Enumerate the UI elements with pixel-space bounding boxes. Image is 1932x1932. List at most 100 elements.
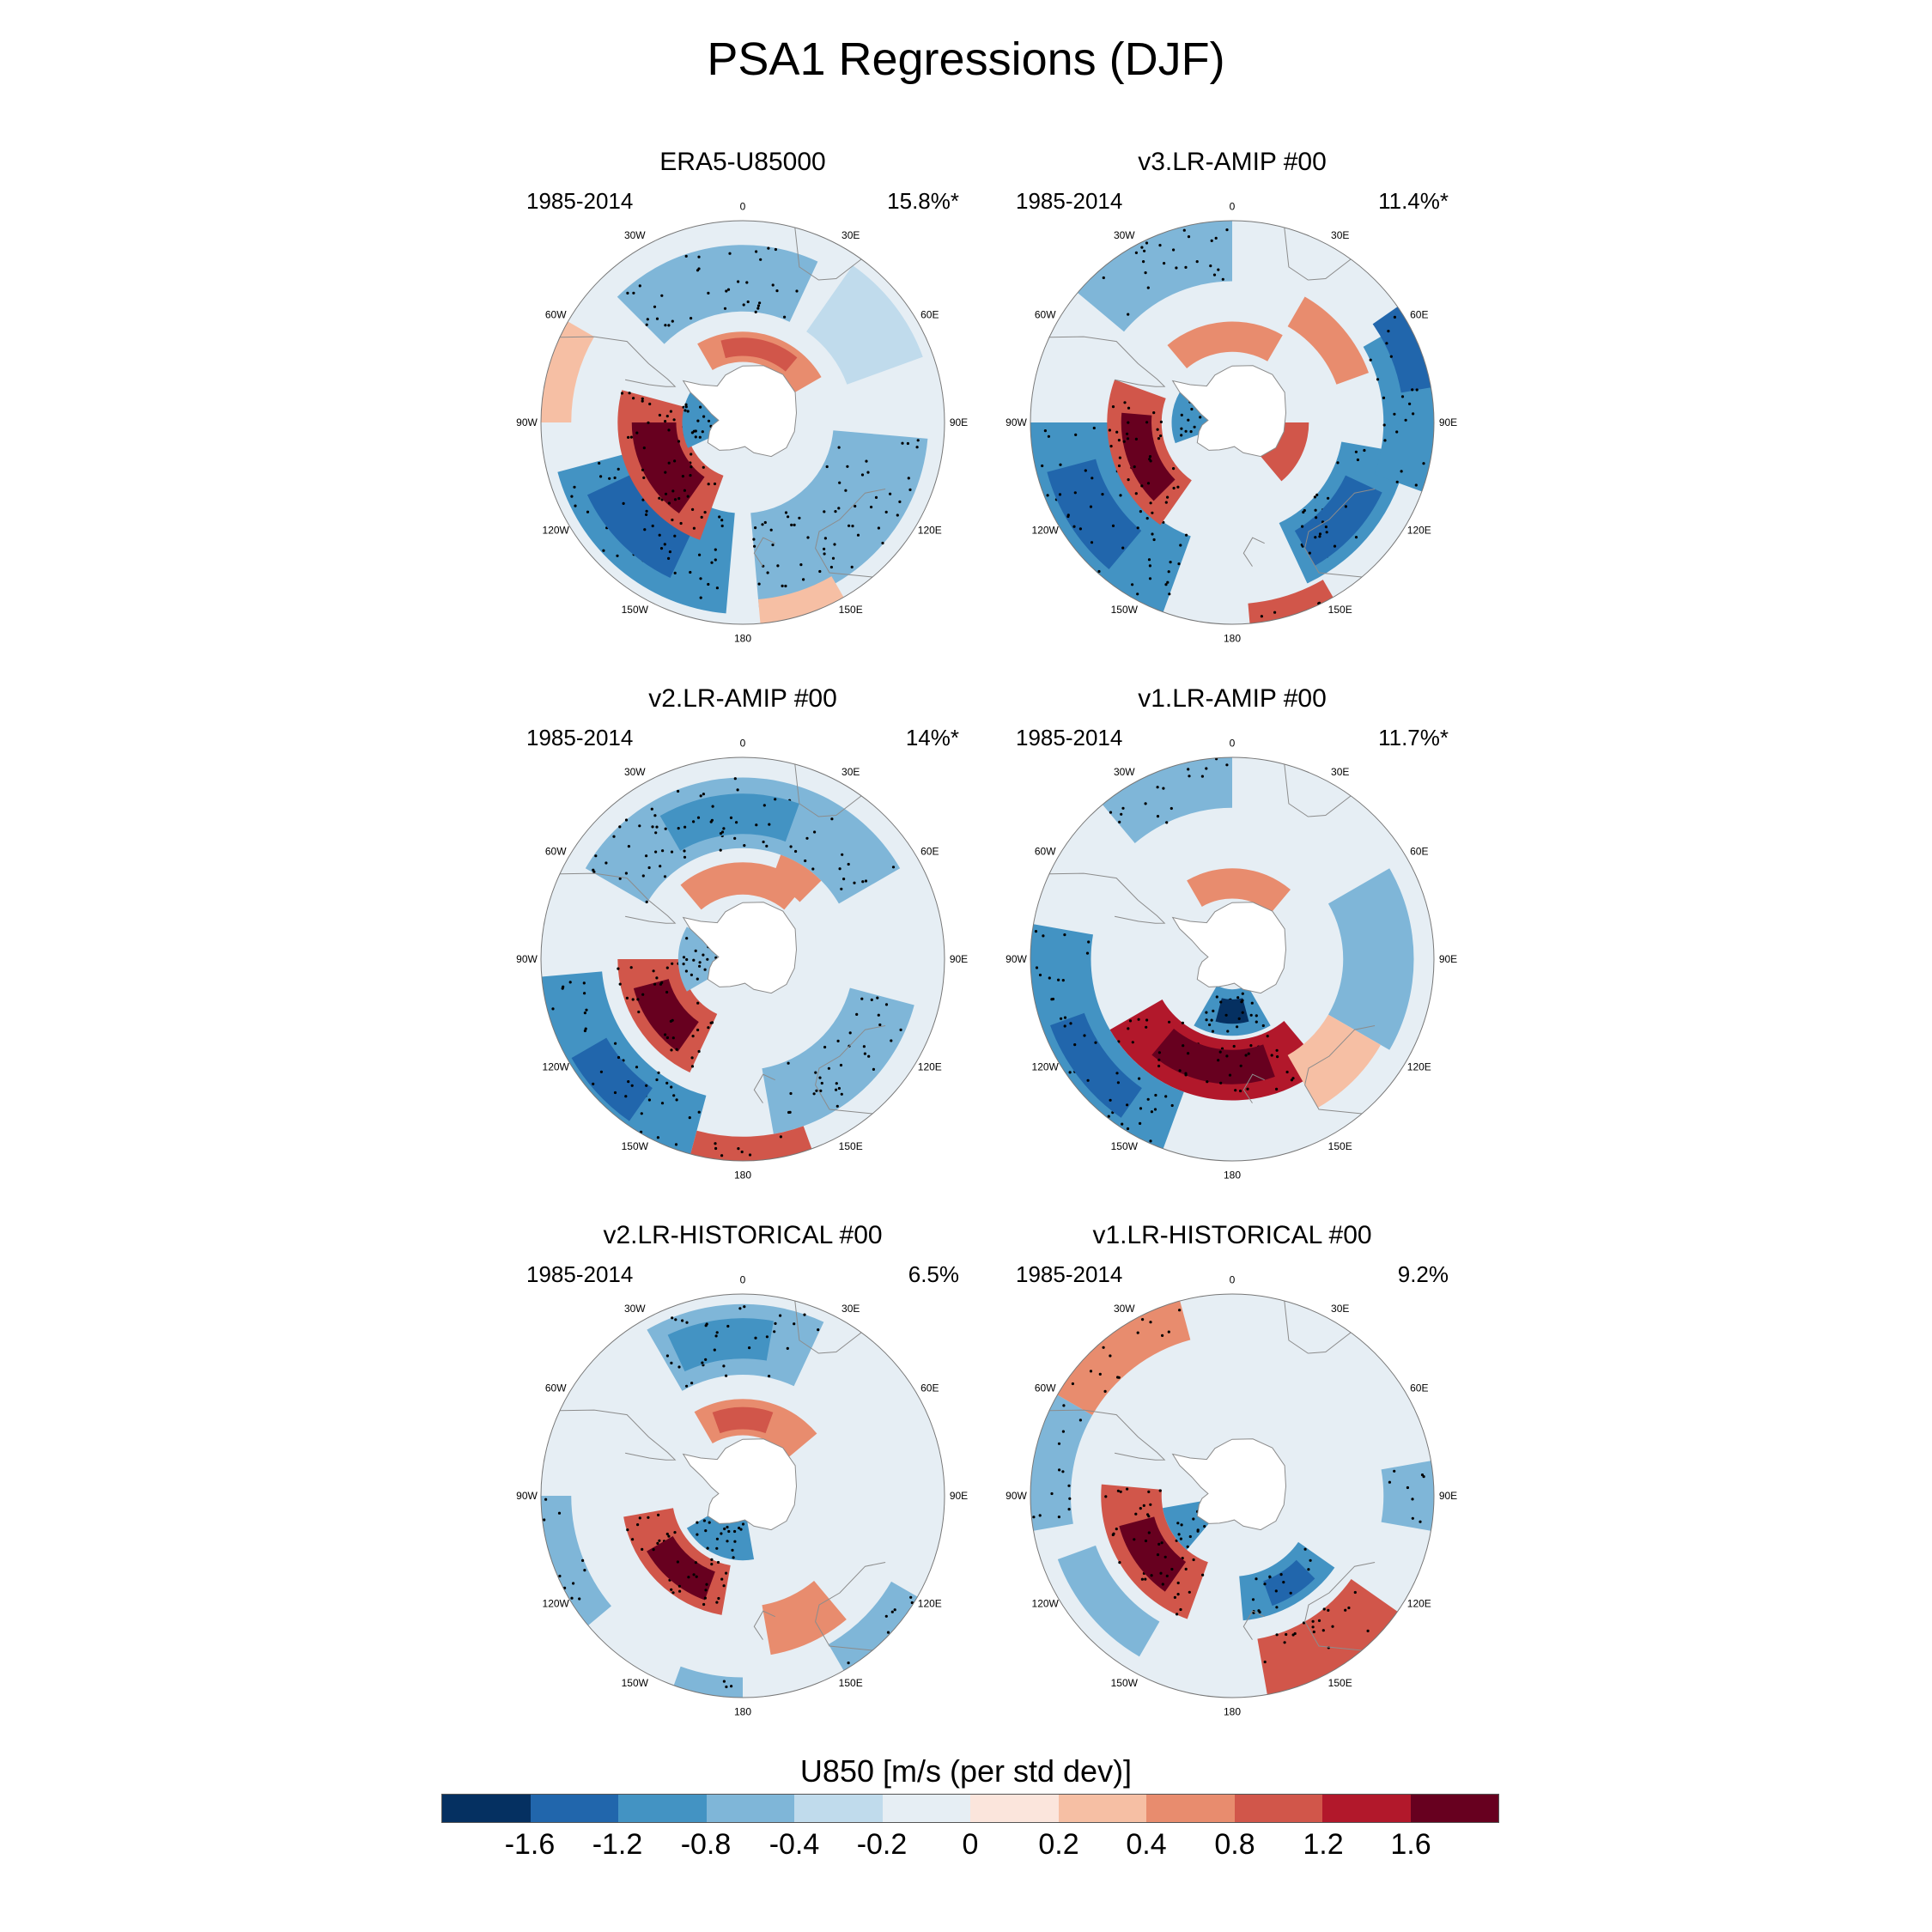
longitude-label: 30E <box>1331 1303 1349 1315</box>
significance-dot <box>660 294 664 297</box>
significance-dot <box>683 409 687 412</box>
anomaly-region <box>1287 1014 1381 1108</box>
colorbar-tick-label: 0.4 <box>1126 1828 1167 1861</box>
significance-dot <box>665 1081 669 1084</box>
significance-dot <box>862 1045 866 1048</box>
significance-dot <box>1314 536 1317 539</box>
significance-dot <box>1102 1346 1105 1349</box>
longitude-label: 90E <box>950 953 968 965</box>
significance-dot <box>641 874 645 878</box>
map-boundary <box>1030 1293 1435 1698</box>
significance-dot <box>608 477 611 480</box>
significance-dot <box>1157 1064 1161 1068</box>
significance-dot <box>1127 421 1130 424</box>
significance-dot <box>1241 992 1244 995</box>
significance-dot <box>669 1019 672 1023</box>
significance-dot <box>1275 1087 1279 1091</box>
longitude-label: 150W <box>622 604 649 616</box>
significance-dot <box>737 280 740 283</box>
significance-dot <box>686 410 690 413</box>
significance-dot <box>1411 388 1414 392</box>
significance-dot <box>1303 508 1306 513</box>
significance-dot <box>673 534 677 538</box>
significance-dot <box>667 428 671 432</box>
antarctica-landmass <box>1171 365 1287 458</box>
significance-dot <box>584 1027 587 1030</box>
significance-dot <box>835 1088 838 1091</box>
significance-dot <box>909 1595 913 1599</box>
significance-dot <box>592 1082 595 1085</box>
significance-dot <box>1182 228 1186 232</box>
significance-dot <box>1192 1558 1195 1562</box>
significance-dot <box>1118 1561 1121 1564</box>
significance-dot <box>1311 1625 1315 1629</box>
antarctica-landmass <box>1171 902 1287 994</box>
significance-dot <box>684 405 688 409</box>
significance-dot <box>1270 1054 1273 1057</box>
significance-dot <box>720 524 724 528</box>
significance-dot <box>1144 271 1147 275</box>
significance-dot <box>748 1346 751 1350</box>
significance-dot <box>1156 1553 1160 1557</box>
significance-dot <box>725 289 728 293</box>
significance-dot <box>1261 1024 1265 1028</box>
map-field <box>1030 221 1434 624</box>
significance-dot <box>636 998 640 1001</box>
significance-dot <box>715 1546 719 1550</box>
significance-dot <box>1249 1013 1253 1017</box>
significance-dot <box>658 533 661 537</box>
significance-dot <box>663 543 666 546</box>
significance-dot <box>647 866 651 870</box>
significance-dot <box>1149 1321 1152 1324</box>
significance-dot <box>1217 1059 1220 1062</box>
significance-dot <box>740 1150 744 1154</box>
significance-dot <box>1092 426 1096 430</box>
significance-dot <box>1293 1631 1297 1636</box>
panel-percent-variance: 14%* <box>905 725 959 750</box>
significance-dot <box>861 880 865 884</box>
significance-dot <box>1101 493 1104 496</box>
significance-dot <box>632 397 635 400</box>
significance-dot <box>726 288 731 291</box>
significance-dot <box>665 415 669 418</box>
significance-dot <box>618 825 622 829</box>
longitude-label: 90W <box>516 1490 538 1502</box>
significance-dot <box>741 1522 745 1526</box>
significance-dot <box>1127 313 1130 316</box>
significance-dot <box>1251 1598 1255 1601</box>
significance-dot <box>1186 1545 1189 1548</box>
significance-dot <box>1276 1055 1279 1059</box>
significance-dot <box>1139 1121 1142 1125</box>
longitude-label: 180 <box>734 1706 751 1718</box>
significance-dot <box>656 1136 659 1139</box>
significance-dot <box>1107 1115 1110 1118</box>
anomaly-region <box>1263 1559 1315 1607</box>
anomaly-region <box>1057 1545 1160 1657</box>
significance-dot <box>755 250 758 253</box>
significance-dot <box>1393 1469 1396 1473</box>
significance-dot <box>692 820 696 823</box>
significance-dot <box>1387 330 1390 333</box>
significance-dot <box>1118 456 1121 459</box>
map-panel-v1-historical: v1.LR-HISTORICAL #00 1985-2014 9.2% 0 30E… <box>975 1221 1490 1753</box>
significance-dot <box>1157 1051 1161 1054</box>
significance-dot <box>681 475 684 478</box>
anomaly-region <box>585 777 901 904</box>
significance-dot <box>645 854 648 858</box>
significance-dot <box>655 317 659 320</box>
significance-dot <box>754 310 757 313</box>
significance-dot <box>1166 580 1170 584</box>
significance-dot <box>652 1548 655 1552</box>
significance-dot <box>1111 405 1115 409</box>
significance-dot <box>1376 378 1380 381</box>
significance-dot <box>715 586 719 590</box>
significance-dot <box>1315 516 1318 519</box>
significance-dot <box>1244 1054 1248 1057</box>
anomaly-region <box>720 337 798 372</box>
coastline <box>559 336 677 387</box>
significance-dot <box>1203 1525 1206 1528</box>
significance-dot <box>629 966 633 969</box>
significance-dot <box>1046 494 1049 497</box>
significance-dot <box>1116 1081 1120 1084</box>
significance-dot <box>1078 527 1082 531</box>
